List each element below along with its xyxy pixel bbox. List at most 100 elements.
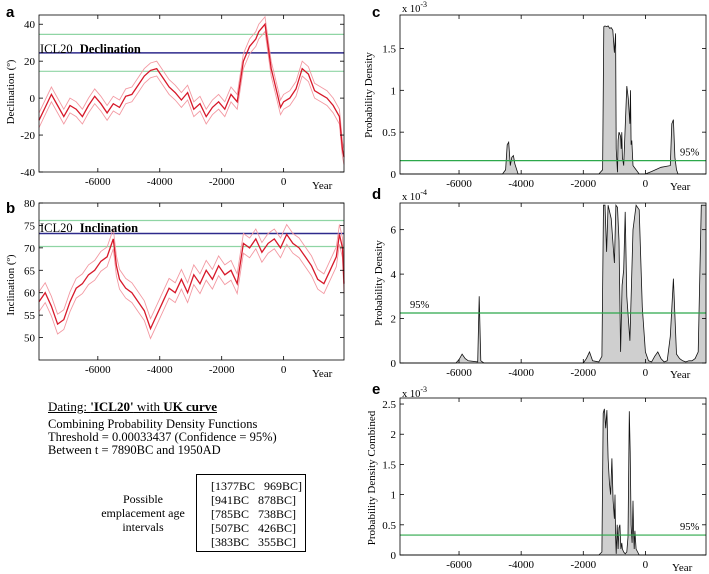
panel-e-axes: 95% -6000 -4000 -2000 0 0 0.5 1 1.5 2 2.5 — [382, 397, 707, 571]
panel-b-letter: b — [6, 200, 15, 217]
panel-b-ytick-label: 60 — [24, 288, 36, 300]
age-interval-4: [507BC 426BC] — [211, 521, 297, 535]
panel-e-frame — [399, 397, 707, 556]
panel-c-pdf-line — [400, 25, 706, 175]
panel-a-upper-envelope — [38, 15, 345, 150]
panel-b-upper-envelope — [38, 223, 345, 320]
panel-b-axes: -6000 -4000 -2000 0 50 55 60 65 70 75 80 — [24, 198, 345, 376]
panel-e-xtick-label: -2000 — [570, 559, 596, 571]
possible-intervals-label: Possible emplacement age intervals — [101, 492, 185, 534]
panel-c-ytick-label: 0 — [391, 169, 397, 181]
panel-d-ytick-label: 4 — [391, 269, 397, 281]
panel-d-ylabel: Probability Density — [373, 240, 385, 326]
panel-b-xtick-label: -6000 — [85, 364, 111, 376]
panel-b-ytick-label: 80 — [24, 198, 36, 210]
dating-title: Dating: 'ICL20' with UK curve — [48, 400, 277, 413]
panel-e-ytick-label: 2 — [391, 429, 397, 441]
panel-b-curve — [38, 233, 345, 331]
panel-d-xlabel: Year — [670, 369, 691, 381]
panel-a-xtick-label: -2000 — [209, 176, 235, 188]
panel-e-ytick-label: 0 — [391, 550, 397, 562]
panel-c-xtick-label: -2000 — [570, 178, 596, 190]
panel-d-xtick-label: -4000 — [508, 367, 534, 379]
panel-e-letter: e — [372, 381, 380, 398]
dating-prefix: Dating: — [48, 399, 91, 414]
panel-a-legend-param: Declination — [80, 42, 141, 56]
panel-c-exponent-base: x 10 — [402, 4, 420, 15]
panel-e-xtick-label: 0 — [643, 559, 649, 571]
panel-b-legend: ICL20 Inclination — [40, 221, 138, 235]
panel-a-frame — [38, 14, 345, 173]
panel-d-pdf-line — [400, 204, 706, 364]
panel-d-pdf-area — [400, 205, 706, 363]
panel-d-xtick-label: -6000 — [446, 367, 472, 379]
panel-a-axes: -6000 -4000 -2000 0 -40 -20 0 20 40 — [20, 14, 345, 188]
panel-c-exponent: x 10-3 — [402, 0, 427, 15]
panel-b-legend-model: ICL20 — [40, 221, 73, 235]
panel-a-xtick-label: -4000 — [147, 176, 173, 188]
panel-e-xlabel: Year — [672, 562, 693, 574]
age-interval-1: [1377BC 969BC] — [211, 479, 303, 493]
panel-c-ylabel: Probability Density — [363, 52, 375, 138]
panel-a-legend: ICL20 Declination — [40, 42, 141, 56]
panel-e-exponent: x 10-3 — [402, 385, 427, 400]
dating-line-1: Combining Probability Density Functions — [48, 417, 258, 431]
dating-curve: UK curve — [163, 399, 218, 414]
panel-a-legend-model: ICL20 — [40, 42, 73, 56]
panel-e-ytick-label: 0.5 — [382, 520, 396, 532]
panel-e-ylabel: Probability Density Combined — [366, 410, 378, 545]
panel-e-ytick-label: 2.5 — [382, 399, 396, 411]
panel-c-axes: 95% -6000 -4000 -2000 0 0 0.5 1 1.5 — [382, 14, 707, 190]
panel-d-frame — [399, 202, 707, 364]
panel-d-exponent-power: -4 — [420, 188, 427, 197]
age-interval-2: [941BC 878BC] — [211, 493, 297, 507]
panel-e-threshold-label: 95% — [680, 522, 700, 533]
panel-c-exponent-power: -3 — [420, 0, 427, 9]
panel-c-xlabel: Year — [670, 181, 691, 193]
panel-b-xtick-label: 0 — [281, 364, 287, 376]
panel-e-pdf-line — [400, 408, 706, 556]
panel-d-ytick-label: 0 — [391, 358, 397, 370]
age-interval-3: [785BC 738BC] — [211, 507, 297, 521]
panel-a-curve — [38, 22, 345, 158]
panel-b-frame — [38, 202, 345, 361]
panel-c-ytick-label: 1 — [391, 85, 397, 97]
panel-c-letter: c — [372, 4, 380, 21]
panel-e-xtick-label: -4000 — [508, 559, 534, 571]
panel-b-lower-envelope — [38, 243, 345, 340]
panel-d-ytick-label: 6 — [391, 225, 397, 237]
panel-a-ytick-label: 20 — [24, 56, 36, 68]
panel-e-exponent-power: -3 — [420, 385, 427, 394]
panel-d-ytick-label: 2 — [391, 314, 397, 326]
panel-e-ytick-label: 1.5 — [382, 459, 396, 471]
age-interval-5: [383BC 355BC] — [211, 535, 297, 549]
panel-d-xtick-label: -2000 — [570, 367, 596, 379]
panel-b-ytick-label: 55 — [24, 310, 36, 322]
panel-d-exponent-base: x 10 — [402, 192, 420, 203]
panel-c-threshold-label: 95% — [680, 148, 700, 159]
panel-a-letter: a — [6, 4, 15, 21]
panel-b-legend-param: Inclination — [80, 221, 138, 235]
age-intervals-box: [1377BC 969BC] [941BC 878BC] [785BC 738B… — [196, 474, 306, 552]
panel-d-letter: d — [372, 186, 381, 203]
panel-e-ytick-label: 1 — [391, 490, 397, 502]
panel-c-frame — [399, 14, 707, 175]
panel-d-threshold-label: 95% — [410, 300, 430, 311]
panel-a-ytick-label: 0 — [30, 93, 36, 105]
panel-a-xtick-label: -6000 — [85, 176, 111, 188]
panel-c-ytick-label: 1.5 — [382, 43, 396, 55]
panel-e-exponent-base: x 10 — [402, 389, 420, 400]
panel-b-xtick-label: -4000 — [147, 364, 173, 376]
panel-a-ytick-label: -20 — [20, 130, 35, 142]
dating-model: 'ICL20' — [90, 399, 134, 414]
panel-a-lower-envelope — [38, 30, 345, 165]
panel-a-xtick-label: 0 — [281, 176, 287, 188]
panel-b-xtick-label: -2000 — [209, 364, 235, 376]
panel-d-axes: 95% -6000 -4000 -2000 0 0 2 4 6 — [391, 202, 707, 379]
panel-a-ylabel: Declination (º) — [5, 59, 17, 124]
dating-line-3: Between t = 7890BC and 1950AD — [48, 443, 221, 457]
panel-d-exponent: x 10-4 — [402, 188, 427, 203]
panel-b-ytick-label: 65 — [24, 265, 36, 277]
panel-c-xtick-label: 0 — [643, 178, 649, 190]
